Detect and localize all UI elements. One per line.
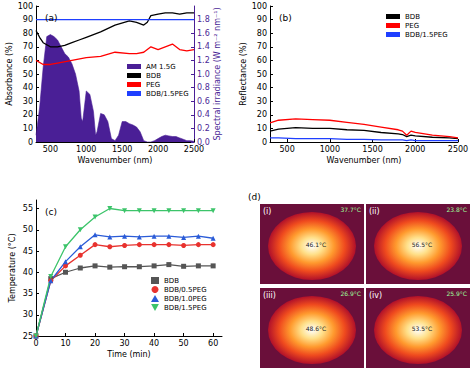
- svg-text:Wavenumber (nm): Wavenumber (nm): [78, 156, 153, 165]
- svg-text:(iv): (iv): [369, 291, 382, 300]
- svg-text:40: 40: [149, 339, 159, 348]
- svg-text:30: 30: [23, 310, 33, 319]
- svg-text:1.6: 1.6: [197, 29, 210, 38]
- svg-text:40: 40: [257, 83, 267, 92]
- svg-text:0: 0: [28, 138, 33, 147]
- svg-text:(b): (b): [279, 13, 292, 23]
- svg-text:BDB/1.5PEG: BDB/1.5PEG: [164, 304, 207, 312]
- svg-text:2500: 2500: [448, 145, 468, 154]
- svg-text:50: 50: [179, 339, 189, 348]
- svg-text:50: 50: [23, 225, 33, 234]
- svg-text:30: 30: [119, 339, 129, 348]
- svg-text:BDB/1.5PEG: BDB/1.5PEG: [146, 90, 189, 98]
- svg-text:20: 20: [90, 339, 100, 348]
- svg-text:53.5°C: 53.5°C: [412, 325, 433, 332]
- svg-text:25.9°C: 25.9°C: [446, 290, 467, 297]
- svg-text:45: 45: [23, 247, 33, 256]
- svg-text:1500: 1500: [112, 145, 132, 154]
- svg-text:(d): (d): [248, 192, 261, 202]
- svg-text:1500: 1500: [362, 145, 382, 154]
- svg-text:2000: 2000: [405, 145, 425, 154]
- svg-text:BDB: BDB: [164, 277, 179, 285]
- svg-text:100: 100: [252, 2, 267, 11]
- svg-text:1000: 1000: [76, 145, 96, 154]
- svg-text:56.5°C: 56.5°C: [412, 241, 433, 248]
- svg-text:1.4: 1.4: [197, 42, 210, 51]
- svg-text:(i): (i): [263, 207, 271, 216]
- svg-text:70: 70: [23, 42, 33, 51]
- svg-text:26.9°C: 26.9°C: [340, 290, 361, 297]
- svg-text:500: 500: [279, 145, 294, 154]
- svg-text:48.6°C: 48.6°C: [306, 325, 327, 332]
- svg-text:1.0: 1.0: [197, 70, 210, 79]
- svg-text:1.2: 1.2: [197, 56, 210, 65]
- svg-text:80: 80: [23, 29, 33, 38]
- svg-text:70: 70: [257, 42, 267, 51]
- svg-text:1.8: 1.8: [197, 15, 210, 24]
- svg-text:30: 30: [257, 97, 267, 106]
- svg-text:50: 50: [23, 70, 33, 79]
- svg-text:2000: 2000: [148, 145, 168, 154]
- svg-text:30: 30: [23, 97, 33, 106]
- svg-text:60: 60: [257, 56, 267, 65]
- svg-text:(ii): (ii): [369, 207, 380, 216]
- svg-text:100: 100: [18, 2, 33, 11]
- svg-text:60: 60: [23, 56, 33, 65]
- svg-text:Spectral irradiance (W m⁻² nm⁻: Spectral irradiance (W m⁻² nm⁻¹): [213, 7, 222, 140]
- svg-text:20: 20: [257, 110, 267, 119]
- svg-text:0: 0: [262, 138, 267, 147]
- svg-text:20: 20: [23, 110, 33, 119]
- svg-text:0.6: 0.6: [197, 97, 210, 106]
- svg-text:BDB: BDB: [405, 13, 420, 21]
- svg-text:PEG: PEG: [405, 22, 419, 30]
- svg-text:2500: 2500: [184, 145, 204, 154]
- svg-text:Temperature (°C): Temperature (°C): [8, 233, 17, 303]
- svg-text:50: 50: [257, 70, 267, 79]
- svg-text:BDB/0.5PEG: BDB/0.5PEG: [164, 286, 207, 294]
- svg-text:25: 25: [23, 332, 33, 341]
- svg-text:40: 40: [23, 83, 33, 92]
- svg-text:BDB/1.0PEG: BDB/1.0PEG: [164, 295, 207, 303]
- svg-text:(a): (a): [45, 13, 58, 23]
- svg-text:60: 60: [208, 339, 218, 348]
- svg-text:PEG: PEG: [146, 81, 160, 89]
- svg-text:0.8: 0.8: [197, 83, 210, 92]
- svg-text:90: 90: [23, 15, 33, 24]
- svg-text:(c): (c): [45, 207, 57, 217]
- svg-text:0.4: 0.4: [197, 110, 210, 119]
- svg-text:Reflectance (%): Reflectance (%): [239, 42, 248, 105]
- svg-text:0.0: 0.0: [197, 137, 210, 147]
- svg-text:55: 55: [23, 204, 33, 213]
- svg-text:(iii): (iii): [263, 291, 276, 300]
- svg-text:Absorbance (%): Absorbance (%): [5, 42, 14, 106]
- svg-text:1000: 1000: [320, 145, 340, 154]
- svg-text:10: 10: [60, 339, 70, 348]
- svg-text:80: 80: [257, 29, 267, 38]
- svg-text:500: 500: [43, 145, 58, 154]
- svg-text:BDB: BDB: [146, 72, 161, 80]
- svg-text:0: 0: [33, 339, 38, 348]
- svg-text:23.8°C: 23.8°C: [446, 206, 467, 213]
- svg-text:35: 35: [23, 289, 33, 298]
- svg-text:37.7°C: 37.7°C: [340, 206, 361, 213]
- svg-text:90: 90: [257, 15, 267, 24]
- svg-text:10: 10: [23, 124, 33, 133]
- svg-text:BDB/1.5PEG: BDB/1.5PEG: [405, 31, 448, 39]
- svg-text:46.1°C: 46.1°C: [306, 241, 327, 248]
- svg-text:40: 40: [23, 268, 33, 277]
- svg-text:10: 10: [257, 124, 267, 133]
- svg-text:AM 1.5G: AM 1.5G: [146, 63, 176, 71]
- svg-text:0.2: 0.2: [197, 124, 210, 133]
- svg-text:Wavenumber (nm): Wavenumber (nm): [327, 156, 402, 165]
- svg-text:Time (min): Time (min): [106, 350, 150, 359]
